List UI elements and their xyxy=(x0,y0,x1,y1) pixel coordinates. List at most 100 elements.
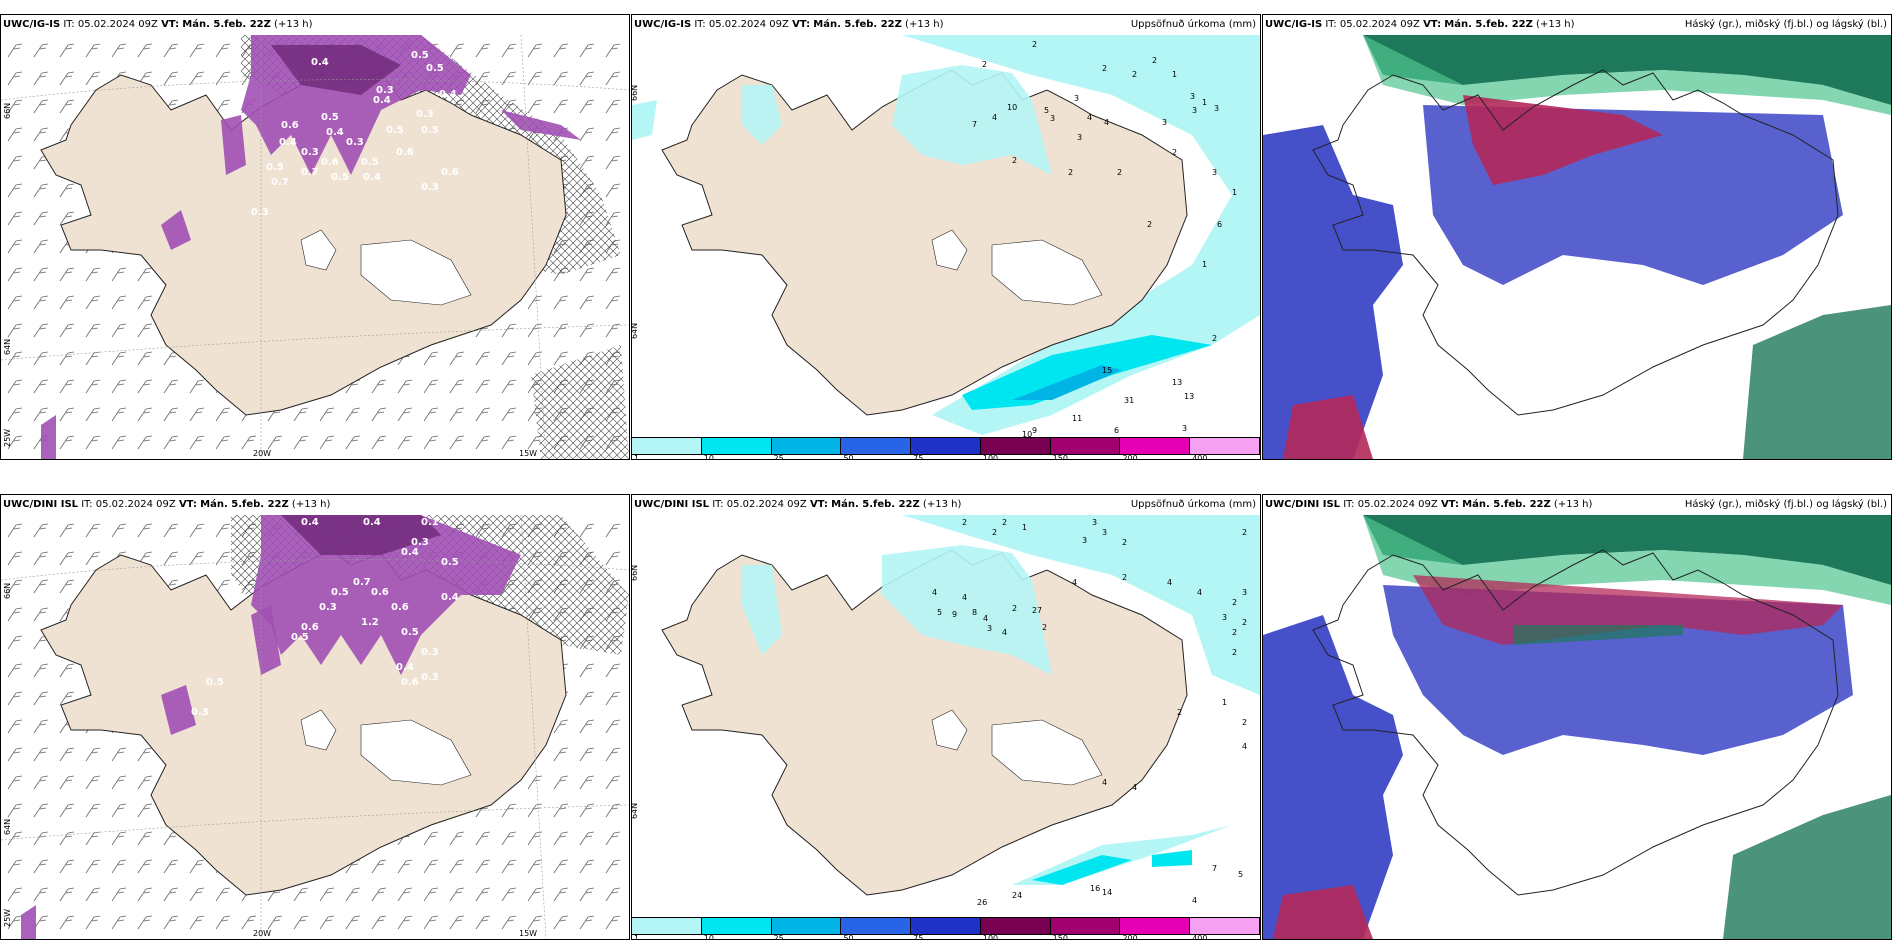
precip-value-label: 2 xyxy=(1232,628,1237,637)
wind-barb xyxy=(85,523,101,538)
precip-value-label: 3 xyxy=(1192,106,1197,115)
wind-barb xyxy=(137,295,153,310)
wind-barb xyxy=(59,379,75,394)
panel-clouds-igis: UWC/IG-IS IT: 05.02.2024 09Z VT: Mán. 5.… xyxy=(1262,14,1892,460)
legend-swatch xyxy=(1050,918,1121,934)
wind-barb xyxy=(475,859,491,874)
precip-value-label: 2 xyxy=(1232,598,1237,607)
precip-value-label: 31 xyxy=(1124,396,1134,405)
wind-barb xyxy=(501,915,517,930)
wind-barb xyxy=(7,211,23,226)
icing-value-label: 0.3 xyxy=(251,207,269,218)
wind-barb xyxy=(59,803,75,818)
init-time: 05.02.2024 09Z xyxy=(708,19,789,30)
cloud-low xyxy=(1263,125,1403,459)
wind-barb xyxy=(397,407,413,422)
wind-barb xyxy=(137,803,153,818)
wind-barb xyxy=(553,915,569,930)
icing-value-label: 0.5 xyxy=(401,627,419,638)
wind-barb xyxy=(215,99,231,114)
wind-barb xyxy=(111,323,127,338)
wind-barb xyxy=(7,351,23,366)
wind-barb xyxy=(85,351,101,366)
wind-barb xyxy=(85,379,101,394)
init-time: 05.02.2024 09Z xyxy=(1357,499,1438,510)
precip-value-label: 2 xyxy=(1032,606,1037,615)
wind-barb xyxy=(423,859,439,874)
lon-tick-15w: 15W xyxy=(519,449,538,458)
wind-barb xyxy=(111,747,127,762)
wind-barb xyxy=(579,267,595,282)
precip-value-label: 3 xyxy=(1082,536,1087,545)
wind-barb xyxy=(59,775,75,790)
precip-value-label: 2 xyxy=(1242,528,1247,537)
wind-barb xyxy=(163,43,179,58)
wind-barb xyxy=(33,663,49,678)
precip-value-label: 2 xyxy=(1042,623,1047,632)
icing-value-label: 0.4 xyxy=(363,517,381,528)
precip-value-label: 2 xyxy=(1177,708,1182,717)
lon-tick-25w: 25W xyxy=(3,908,12,927)
panel-header: UWC/DINI ISL IT: 05.02.2024 09Z VT: Mán.… xyxy=(1265,499,1592,511)
panel-header: UWC/DINI ISL IT: 05.02.2024 09Z VT: Mán.… xyxy=(3,499,330,511)
precip-value-label: 7 xyxy=(972,120,977,129)
precip-value-label: 4 xyxy=(1102,778,1107,787)
wind-barb xyxy=(371,915,387,930)
wind-barb xyxy=(501,831,517,846)
wind-barb xyxy=(7,295,23,310)
wind-barb xyxy=(85,859,101,874)
wind-barb xyxy=(527,71,543,86)
wind-barb xyxy=(553,747,569,762)
wind-barb xyxy=(163,831,179,846)
wind-barb xyxy=(527,831,543,846)
wind-barb xyxy=(7,663,23,678)
wind-barb xyxy=(33,691,49,706)
precip-value-label: 3 xyxy=(1214,104,1219,113)
wind-barb xyxy=(7,831,23,846)
legend-label: 1 xyxy=(634,454,640,460)
lon-tick-20w: 20W xyxy=(253,449,272,458)
icing-value-label: 0.4 xyxy=(363,172,381,183)
wind-barb xyxy=(33,71,49,86)
precip-value-label: 4 xyxy=(1104,118,1109,127)
precip-value-label: 3 xyxy=(987,624,992,633)
wind-barb xyxy=(553,719,569,734)
wind-barb xyxy=(501,71,517,86)
vt-prefix: VT: xyxy=(161,19,180,30)
wind-barb xyxy=(7,803,23,818)
lat-tick-64n: 64N xyxy=(3,818,12,835)
wind-barb xyxy=(7,775,23,790)
wind-barb xyxy=(163,379,179,394)
precip-value-label: 4 xyxy=(1167,578,1172,587)
it-prefix: IT: xyxy=(81,499,93,510)
lead-time: (+13 h) xyxy=(291,499,331,510)
precip-value-label: 2 xyxy=(1242,718,1247,727)
precip-value-label: 3 xyxy=(1162,118,1167,127)
wind-barb xyxy=(475,435,491,450)
lead-time: (+13 h) xyxy=(922,499,962,510)
wind-barb xyxy=(215,579,231,594)
wind-barb xyxy=(189,43,205,58)
wind-barb xyxy=(7,407,23,422)
wind-barb xyxy=(137,379,153,394)
precip-value-label: 26 xyxy=(977,898,987,907)
wind-barb xyxy=(319,915,335,930)
icing-value-label: 0.4 xyxy=(301,517,319,528)
icing-value-label: 0.3 xyxy=(416,109,434,120)
wind-barb xyxy=(267,435,283,450)
panel-icing-dini: UWC/DINI ISL IT: 05.02.2024 09Z VT: Mán.… xyxy=(0,494,630,940)
precip-value-label: 4 xyxy=(992,113,997,122)
wind-barb xyxy=(189,523,205,538)
precip-legend: 1 10 25 50 75 100 150 200 400 xyxy=(632,917,1260,939)
wind-barb xyxy=(371,407,387,422)
icing-value-label: 0.3 xyxy=(421,647,439,658)
wind-barb xyxy=(33,127,49,142)
wind-barb xyxy=(605,915,621,930)
icing-value-label: 0.3 xyxy=(376,85,394,96)
wind-barb xyxy=(553,775,569,790)
wind-barb xyxy=(527,859,543,874)
wind-barb xyxy=(605,859,621,874)
wind-barb xyxy=(59,99,75,114)
wind-barb xyxy=(33,579,49,594)
wind-barb xyxy=(579,295,595,310)
